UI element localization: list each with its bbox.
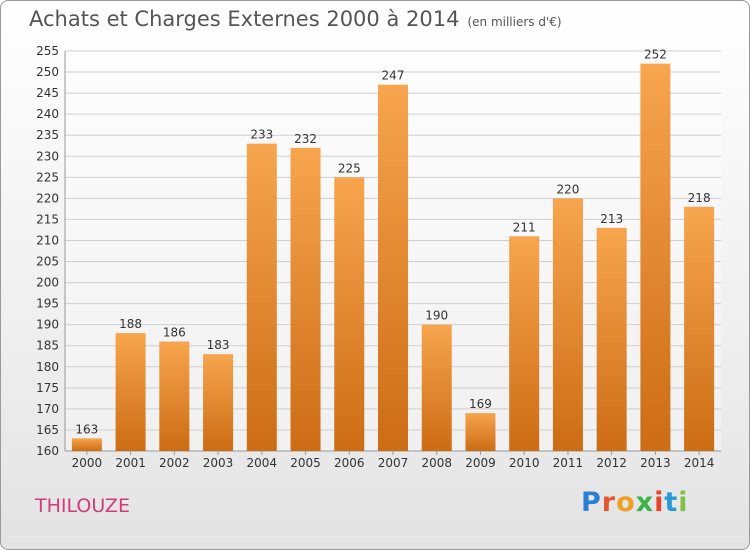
y-tick-label: 225 — [36, 170, 59, 184]
bar-2002 — [159, 341, 190, 451]
data-label: 188 — [119, 317, 142, 331]
data-label: 169 — [469, 397, 492, 411]
y-tick-label: 195 — [36, 297, 59, 311]
data-label: 183 — [207, 338, 230, 352]
x-tick-label: 2000 — [72, 456, 103, 470]
chart-title: Achats et Charges Externes 2000 à 2014 (e… — [29, 7, 562, 31]
bar-2004 — [246, 143, 277, 451]
data-label: 233 — [250, 128, 273, 142]
data-label: 252 — [644, 48, 667, 62]
y-tick-label: 250 — [36, 65, 59, 79]
data-label: 220 — [556, 182, 579, 196]
bar-2005 — [290, 147, 321, 451]
y-tick-label: 185 — [36, 339, 59, 353]
y-tick-label: 240 — [36, 107, 59, 121]
y-tick-label: 175 — [36, 381, 59, 395]
x-tick-label: 2004 — [247, 456, 278, 470]
y-tick-label: 215 — [36, 212, 59, 226]
x-tick-label: 2002 — [159, 456, 190, 470]
x-tick-label: 2005 — [290, 456, 321, 470]
logo-letter: r — [601, 487, 617, 518]
x-tick-label: 2013 — [640, 456, 671, 470]
logo-letter: x — [635, 487, 655, 518]
data-label: 232 — [294, 132, 317, 146]
bar-2010 — [509, 236, 540, 451]
y-tick-label: 255 — [36, 44, 59, 58]
chart-title-text: Achats et Charges Externes 2000 à 2014 — [29, 7, 460, 31]
logo-letter: o — [616, 487, 636, 518]
logo-letter: i — [654, 487, 665, 518]
bar-2008 — [421, 324, 452, 451]
bar-2013 — [640, 63, 671, 451]
proxiti-logo[interactable]: Proxiti — [581, 487, 689, 518]
bar-2011 — [552, 198, 583, 451]
x-tick-label: 2012 — [596, 456, 627, 470]
x-tick-label: 2007 — [378, 456, 409, 470]
bar-2012 — [596, 227, 627, 451]
bar-2014 — [684, 206, 715, 451]
y-tick-label: 190 — [36, 318, 59, 332]
bar-2000 — [71, 438, 102, 451]
chart-subtitle: (en milliers d'€) — [467, 15, 562, 29]
logo-letter: P — [581, 487, 602, 518]
y-tick-label: 200 — [36, 276, 59, 290]
x-tick-label: 2010 — [509, 456, 540, 470]
y-tick-label: 180 — [36, 360, 59, 374]
logo-letter: t — [664, 487, 679, 518]
x-tick-label: 2001 — [115, 456, 146, 470]
data-label: 225 — [338, 161, 361, 175]
x-tick-label: 2009 — [465, 456, 496, 470]
data-label: 213 — [600, 212, 623, 226]
bar-2006 — [334, 177, 365, 451]
x-tick-label: 2011 — [553, 456, 584, 470]
y-tick-label: 210 — [36, 233, 59, 247]
x-tick-label: 2008 — [421, 456, 452, 470]
bar-2001 — [115, 333, 146, 451]
bar-2003 — [203, 354, 234, 451]
bar-2007 — [378, 84, 408, 452]
bar-2009 — [465, 413, 496, 451]
data-label: 218 — [688, 191, 711, 205]
x-tick-label: 2003 — [203, 456, 234, 470]
y-tick-label: 230 — [36, 149, 59, 163]
data-label: 247 — [382, 69, 405, 83]
y-tick-label: 170 — [36, 402, 59, 416]
data-label: 163 — [75, 422, 98, 436]
x-tick-label: 2014 — [684, 456, 715, 470]
y-tick-label: 245 — [36, 86, 59, 100]
y-tick-label: 205 — [36, 255, 59, 269]
y-tick-label: 165 — [36, 423, 59, 437]
data-label: 211 — [513, 220, 536, 234]
x-tick-label: 2006 — [334, 456, 365, 470]
logo-letter: i — [678, 487, 689, 518]
data-label: 190 — [425, 309, 448, 323]
data-label: 186 — [163, 326, 186, 340]
commune-name: THILOUZE — [35, 495, 130, 517]
y-tick-label: 220 — [36, 191, 59, 205]
y-tick-label: 160 — [36, 444, 59, 458]
y-tick-label: 235 — [36, 128, 59, 142]
